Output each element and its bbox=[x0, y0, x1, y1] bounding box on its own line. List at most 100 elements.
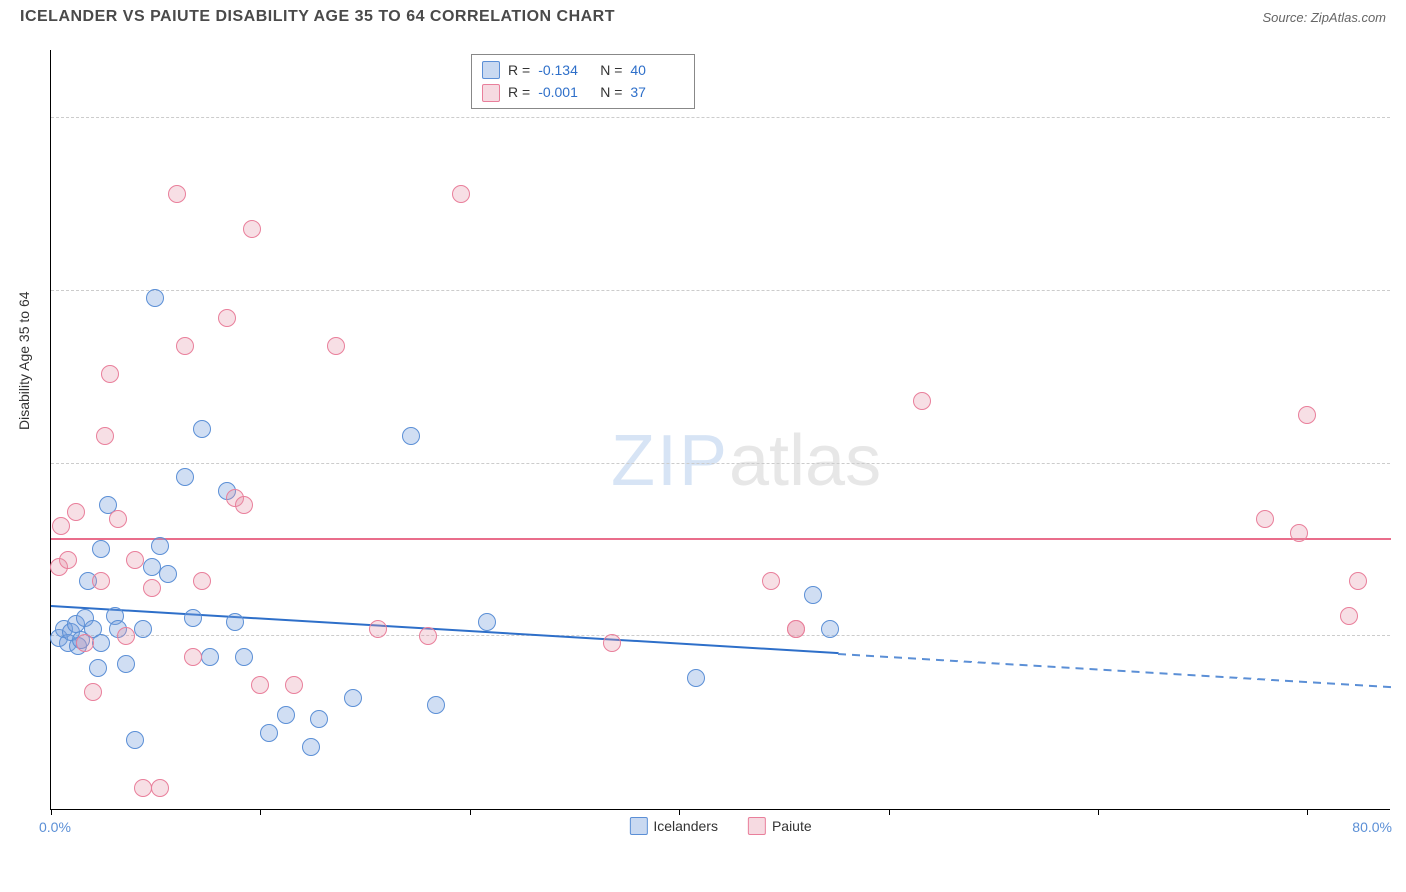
scatter-point bbox=[201, 648, 219, 666]
scatter-point bbox=[603, 634, 621, 652]
scatter-point bbox=[168, 185, 186, 203]
scatter-point bbox=[134, 620, 152, 638]
scatter-point bbox=[176, 337, 194, 355]
scatter-point bbox=[184, 609, 202, 627]
scatter-point bbox=[235, 496, 253, 514]
scatter-point bbox=[260, 724, 278, 742]
scatter-point bbox=[151, 537, 169, 555]
scatter-point bbox=[96, 427, 114, 445]
scatter-point bbox=[687, 669, 705, 687]
scatter-point bbox=[1298, 406, 1316, 424]
legend: Icelanders Paiute bbox=[629, 817, 811, 835]
x-tick bbox=[1098, 809, 1099, 815]
scatter-point bbox=[193, 420, 211, 438]
scatter-point bbox=[117, 627, 135, 645]
scatter-point bbox=[184, 648, 202, 666]
chart-header: ICELANDER VS PAIUTE DISABILITY AGE 35 TO… bbox=[0, 0, 1406, 30]
watermark: ZIPatlas bbox=[611, 420, 881, 502]
x-tick bbox=[51, 809, 52, 815]
x-tick bbox=[889, 809, 890, 815]
scatter-point bbox=[1349, 572, 1367, 590]
trend-line bbox=[838, 653, 1391, 688]
scatter-plot-area: ZIPatlas R = -0.134 N = 40 R = -0.001 N … bbox=[50, 50, 1390, 810]
scatter-point bbox=[59, 551, 77, 569]
x-axis-max-label: 80.0% bbox=[1352, 819, 1392, 835]
watermark-atlas: atlas bbox=[729, 421, 881, 501]
scatter-point bbox=[821, 620, 839, 638]
scatter-point bbox=[143, 579, 161, 597]
scatter-point bbox=[235, 648, 253, 666]
scatter-point bbox=[1340, 607, 1358, 625]
stat-r-label: R = bbox=[508, 59, 530, 81]
scatter-point bbox=[302, 738, 320, 756]
scatter-point bbox=[344, 689, 362, 707]
scatter-point bbox=[402, 427, 420, 445]
swatch-icon-pink bbox=[748, 817, 766, 835]
stat-n-value: 37 bbox=[630, 81, 684, 103]
trend-line bbox=[51, 538, 1391, 540]
swatch-icon-pink bbox=[482, 84, 500, 102]
scatter-point bbox=[762, 572, 780, 590]
y-axis-label: Disability Age 35 to 64 bbox=[16, 291, 32, 430]
scatter-point bbox=[251, 676, 269, 694]
scatter-point bbox=[101, 365, 119, 383]
gridline-h bbox=[51, 635, 1390, 636]
x-tick bbox=[1307, 809, 1308, 815]
scatter-point bbox=[787, 620, 805, 638]
trend-line bbox=[51, 605, 838, 654]
scatter-point bbox=[452, 185, 470, 203]
scatter-point bbox=[327, 337, 345, 355]
x-tick bbox=[679, 809, 680, 815]
scatter-point bbox=[1256, 510, 1274, 528]
scatter-point bbox=[76, 634, 94, 652]
chart-source: Source: ZipAtlas.com bbox=[1262, 10, 1386, 25]
stat-n-label: N = bbox=[600, 59, 622, 81]
x-tick bbox=[260, 809, 261, 815]
scatter-point bbox=[109, 510, 127, 528]
stat-n-value: 40 bbox=[630, 59, 684, 81]
scatter-point bbox=[176, 468, 194, 486]
stat-row-paiute: R = -0.001 N = 37 bbox=[482, 81, 684, 103]
scatter-point bbox=[134, 779, 152, 797]
chart-title: ICELANDER VS PAIUTE DISABILITY AGE 35 TO… bbox=[20, 8, 615, 26]
scatter-point bbox=[427, 696, 445, 714]
scatter-point bbox=[226, 613, 244, 631]
scatter-point bbox=[92, 634, 110, 652]
stat-r-value: -0.134 bbox=[538, 59, 592, 81]
scatter-point bbox=[151, 779, 169, 797]
stat-r-label: R = bbox=[508, 81, 530, 103]
stat-r-value: -0.001 bbox=[538, 81, 592, 103]
scatter-point bbox=[146, 289, 164, 307]
gridline-h bbox=[51, 463, 1390, 464]
scatter-point bbox=[159, 565, 177, 583]
scatter-point bbox=[804, 586, 822, 604]
scatter-point bbox=[126, 551, 144, 569]
swatch-icon-blue bbox=[629, 817, 647, 835]
scatter-point bbox=[277, 706, 295, 724]
scatter-point bbox=[243, 220, 261, 238]
scatter-point bbox=[117, 655, 135, 673]
x-axis-min-label: 0.0% bbox=[39, 819, 71, 835]
scatter-point bbox=[285, 676, 303, 694]
scatter-point bbox=[1290, 524, 1308, 542]
stat-n-label: N = bbox=[600, 81, 622, 103]
scatter-point bbox=[89, 659, 107, 677]
scatter-point bbox=[92, 540, 110, 558]
correlation-stat-box: R = -0.134 N = 40 R = -0.001 N = 37 bbox=[471, 54, 695, 109]
gridline-h bbox=[51, 290, 1390, 291]
watermark-zip: ZIP bbox=[611, 421, 729, 501]
scatter-point bbox=[419, 627, 437, 645]
scatter-point bbox=[143, 558, 161, 576]
legend-label: Paiute bbox=[772, 818, 812, 834]
scatter-point bbox=[218, 309, 236, 327]
scatter-point bbox=[92, 572, 110, 590]
x-tick bbox=[470, 809, 471, 815]
scatter-point bbox=[913, 392, 931, 410]
stat-row-icelanders: R = -0.134 N = 40 bbox=[482, 59, 684, 81]
gridline-h bbox=[51, 117, 1390, 118]
legend-item-icelanders: Icelanders bbox=[629, 817, 718, 835]
scatter-point bbox=[310, 710, 328, 728]
scatter-point bbox=[126, 731, 144, 749]
scatter-point bbox=[193, 572, 211, 590]
legend-label: Icelanders bbox=[653, 818, 718, 834]
